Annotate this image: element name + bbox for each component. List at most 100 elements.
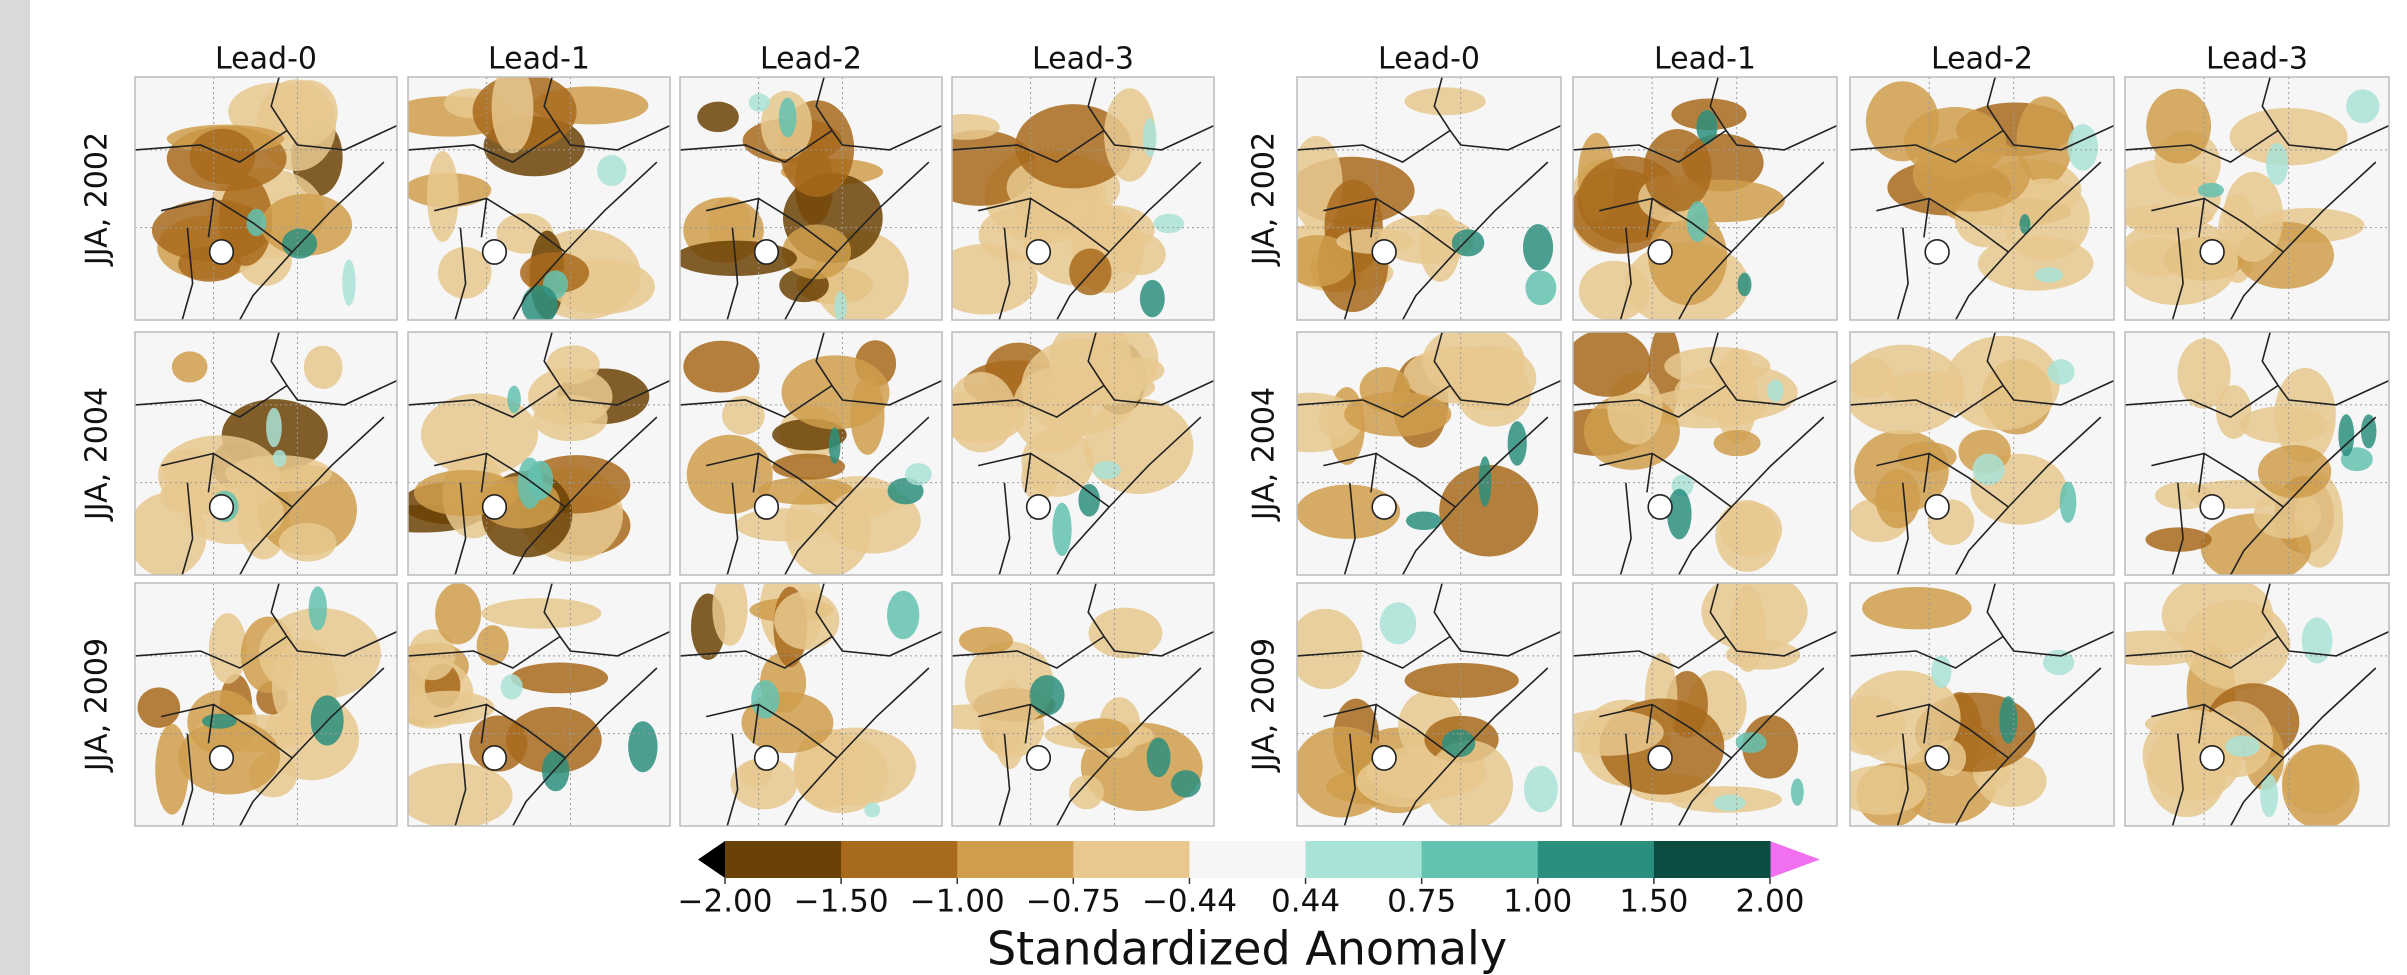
anomaly-blob: [628, 721, 658, 773]
anomaly-blob: [721, 395, 765, 435]
map-panel: [408, 332, 670, 575]
anomaly-blob: [1153, 213, 1184, 234]
map-borders: [408, 77, 670, 320]
anomaly-blob: [2043, 649, 2075, 676]
anomaly-blob: [1139, 279, 1165, 318]
map-frame: [1296, 582, 1562, 827]
anomaly-blob: [521, 285, 558, 320]
anomaly-blob: [1092, 460, 1121, 480]
anomaly-blob: [218, 175, 273, 266]
anomaly-blob: [1713, 794, 1746, 812]
anomaly-blob: [272, 449, 287, 468]
map-borders: [1850, 332, 2114, 575]
column-title: Lead-0: [215, 42, 317, 77]
lake: [2199, 239, 2225, 265]
map-panel: [1850, 77, 2114, 320]
row-label: JJA, 2004: [1247, 387, 1282, 522]
map-frame: [1572, 331, 1838, 576]
anomaly-blob: [1297, 608, 1363, 690]
colorbar-tick-label: 0.44: [1271, 884, 1340, 920]
anomaly-blob: [2067, 124, 2099, 171]
anomaly-blob: [1114, 233, 1166, 276]
map-frame: [679, 582, 943, 827]
anomaly-blob: [1404, 87, 1486, 116]
anomaly-blob: [420, 393, 539, 476]
anomaly-blob: [2142, 709, 2243, 801]
map-panel: [1850, 583, 2114, 826]
lake: [1924, 494, 1950, 520]
map-panel: [2125, 583, 2389, 826]
lake: [208, 494, 235, 520]
lake: [1647, 494, 1673, 520]
anomaly-blob: [2047, 359, 2075, 385]
anomaly-blob: [1507, 421, 1527, 466]
colorbar-under: [698, 841, 725, 878]
map-frame: [951, 331, 1215, 576]
anomaly-blob: [757, 477, 854, 505]
lake: [2199, 745, 2225, 771]
anomaly-blob: [886, 590, 920, 640]
anomaly-blob: [1737, 272, 1752, 297]
anomaly-blob: [1439, 464, 1539, 557]
anomaly-blob: [1146, 737, 1171, 778]
map-frame: [2124, 331, 2390, 576]
side-strip: [0, 0, 30, 975]
anomaly-blob: [1171, 770, 1201, 798]
anomaly-blob: [2181, 599, 2291, 691]
anomaly-blob: [507, 385, 521, 414]
map-borders: [2125, 77, 2389, 320]
lake: [208, 745, 235, 771]
anomaly-blob: [1078, 483, 1100, 517]
column-title: Lead-3: [2206, 42, 2308, 77]
map-frame: [2124, 76, 2390, 321]
anomaly-blob: [1015, 104, 1132, 189]
anomaly-blob: [280, 80, 338, 146]
anomaly-blob: [1715, 500, 1779, 572]
anomaly-blob: [2260, 773, 2278, 818]
map-panel: [1573, 583, 1837, 826]
map-borders: [952, 583, 1214, 826]
lake: [753, 239, 780, 265]
map-borders: [408, 332, 670, 575]
map-borders: [680, 77, 942, 320]
anomaly-blob: [2146, 88, 2212, 164]
anomaly-blob: [2253, 490, 2322, 539]
map-borders: [952, 332, 1214, 575]
anomaly-blob: [2059, 481, 2077, 523]
row-label: JJA, 2009: [80, 638, 115, 773]
anomaly-blob: [1088, 607, 1163, 659]
colorbar-segment: [725, 841, 842, 878]
anomaly-blob: [1701, 583, 1808, 652]
anomaly-blob: [1425, 740, 1514, 826]
map-frame: [951, 76, 1215, 321]
colorbar-tick-label: −1.00: [910, 884, 1005, 920]
anomaly-blob: [2001, 178, 2090, 261]
anomaly-blob: [1297, 484, 1401, 539]
colorbar-tick-label: 2.00: [1735, 884, 1804, 920]
lake: [2199, 494, 2225, 520]
map-panel: [1297, 77, 1561, 320]
anomaly-blob: [2154, 482, 2213, 510]
anomaly-blob: [541, 750, 570, 792]
row-label: JJA, 2002: [80, 132, 115, 267]
map-frame: [679, 331, 943, 576]
anomaly-blob: [1862, 587, 1972, 630]
anomaly-blob: [1039, 369, 1156, 406]
anomaly-blob: [1478, 456, 1492, 507]
anomaly-blob: [1875, 468, 1920, 529]
anomaly-blob: [2145, 527, 2212, 552]
map-panel: [2125, 77, 2389, 320]
anomaly-blob: [1297, 235, 1354, 287]
anomaly-blob: [246, 208, 267, 237]
row-label: JJA, 2004: [80, 387, 115, 522]
column-title: Lead-1: [488, 42, 590, 77]
anomaly-blob: [171, 351, 208, 383]
anomaly-blob: [1573, 709, 1664, 756]
lake: [481, 745, 508, 771]
lake: [753, 494, 780, 520]
anomaly-blob: [1573, 332, 1651, 397]
colorbar-title: Standardized Anomaly: [987, 922, 1507, 975]
anomaly-blob: [2361, 414, 2377, 449]
anomaly-blob: [683, 340, 760, 393]
